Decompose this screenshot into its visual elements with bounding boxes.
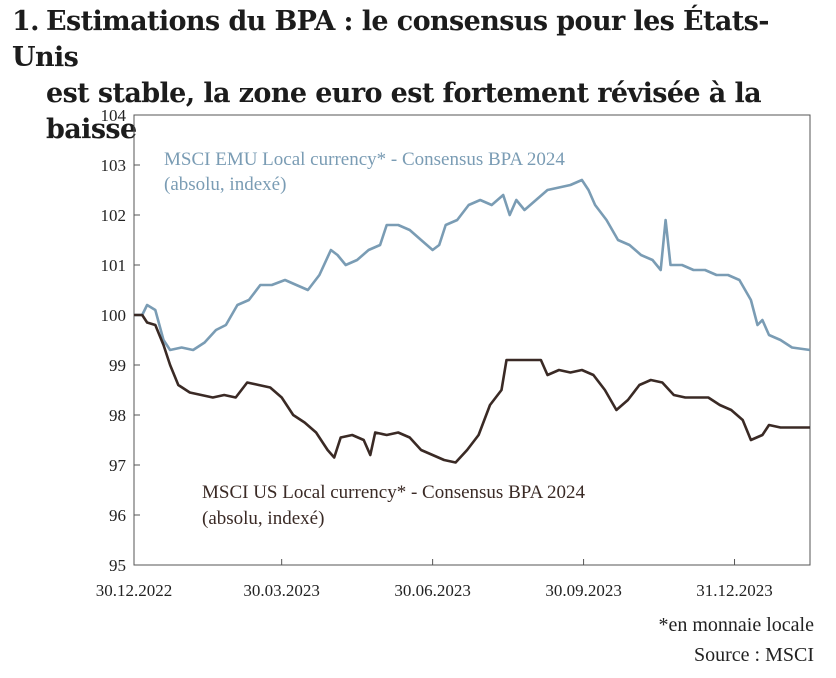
y-tick-label: 104 [101,106,127,125]
plot-border [133,114,811,566]
y-tick-label: 98 [109,406,126,425]
series-labels: MSCI EMU Local currency* - Consensus BPA… [164,149,585,529]
us-series-line [134,313,810,464]
y-tick-label: 97 [109,456,127,475]
source-note: Source : MSCI [694,644,814,666]
y-tick-label: 101 [101,256,127,275]
x-tick-label: 30.03.2023 [243,581,320,600]
chart-title: 1. Estimations du BPA : le consensus pour… [12,4,832,148]
x-axis-ticks: 30.12.2022 30.03.2023 30.06.2023 30.09.2023… [96,559,773,600]
y-tick-label: 103 [101,156,127,175]
y-tick-label: 95 [109,556,126,575]
y-tick-label: 99 [109,356,126,375]
footnote: *en monnaie locale [658,614,815,636]
y-axis-ticks: 104 103 102 101 100 99 98 97 96 95 [101,106,140,575]
y-tick-label: 96 [109,506,126,525]
y-tick-label: 100 [101,306,127,325]
figure-number: 1. [12,6,40,37]
us-series-label-sub: (absolu, indexé) [202,508,324,529]
emu-series-label-sub: (absolu, indexé) [164,174,286,195]
title-line-1: Estimations du BPA : le consensus pour l… [12,6,769,73]
x-tick-label: 30.09.2023 [545,581,622,600]
x-tick-label: 30.06.2023 [394,581,471,600]
y-tick-label: 102 [101,206,127,225]
plot-frame [133,114,811,566]
x-tick-label: 30.12.2022 [96,581,173,600]
us-series-label: MSCI US Local currency* - Consensus BPA … [202,482,585,503]
series-lines [134,178,811,464]
x-tick-label: 31.12.2023 [696,581,773,600]
title-line-2: est stable, la zone euro est fortement r… [46,78,762,145]
emu-series-line [134,178,811,352]
emu-series-label: MSCI EMU Local currency* - Consensus BPA… [164,149,565,170]
